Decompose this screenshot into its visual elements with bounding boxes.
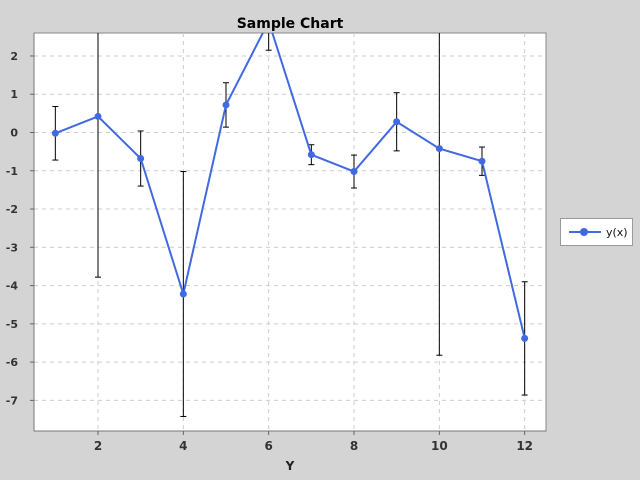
data-point — [137, 155, 145, 163]
x-ticks: 2 4 6 8 10 12 — [94, 431, 533, 453]
x-tick-label: 12 — [516, 439, 533, 453]
x-tick-label: 2 — [94, 439, 102, 453]
chart-title: Sample Chart — [237, 16, 344, 32]
data-point — [521, 334, 529, 342]
x-tick-label: 10 — [431, 439, 448, 453]
legend-label: y(x) — [606, 225, 628, 239]
legend: y(x) — [560, 218, 633, 246]
y-ticks: -7 -6 -5 -4 -3 -2 -1 0 1 2 — [6, 50, 34, 407]
error-bar — [436, 33, 443, 356]
x-tick-label: 4 — [179, 439, 187, 453]
axes — [33, 33, 546, 432]
data-points — [51, 101, 529, 342]
y-tick-label: 2 — [10, 50, 18, 63]
data-point — [393, 118, 401, 126]
error-bar — [95, 33, 101, 278]
y-tick-label: 1 — [10, 88, 18, 101]
data-point — [478, 157, 486, 165]
legend-swatch — [569, 225, 601, 239]
y-tick-label: -2 — [6, 203, 18, 216]
y-tick-label: 0 — [10, 127, 18, 140]
series-line — [54, 33, 526, 339]
data-point — [179, 290, 187, 298]
data-point — [307, 151, 315, 159]
x-axis-label: Y — [285, 459, 295, 473]
y-tick-label: -3 — [6, 241, 18, 254]
error-bar — [265, 33, 272, 51]
x-tick-label: 6 — [264, 439, 272, 453]
plot-area — [33, 32, 547, 432]
data-point — [222, 101, 230, 109]
data-point — [435, 145, 443, 153]
data-point — [51, 129, 59, 137]
y-tick-label: -4 — [6, 280, 19, 293]
data-point — [94, 112, 102, 120]
y-tick-label: -1 — [6, 165, 18, 178]
y-tick-label: -7 — [6, 394, 18, 407]
y-tick-label: -6 — [6, 356, 19, 369]
legend-marker-icon — [580, 228, 588, 236]
data-point — [350, 168, 358, 176]
x-tick-label: 8 — [350, 439, 358, 453]
y-tick-label: -5 — [6, 318, 18, 331]
